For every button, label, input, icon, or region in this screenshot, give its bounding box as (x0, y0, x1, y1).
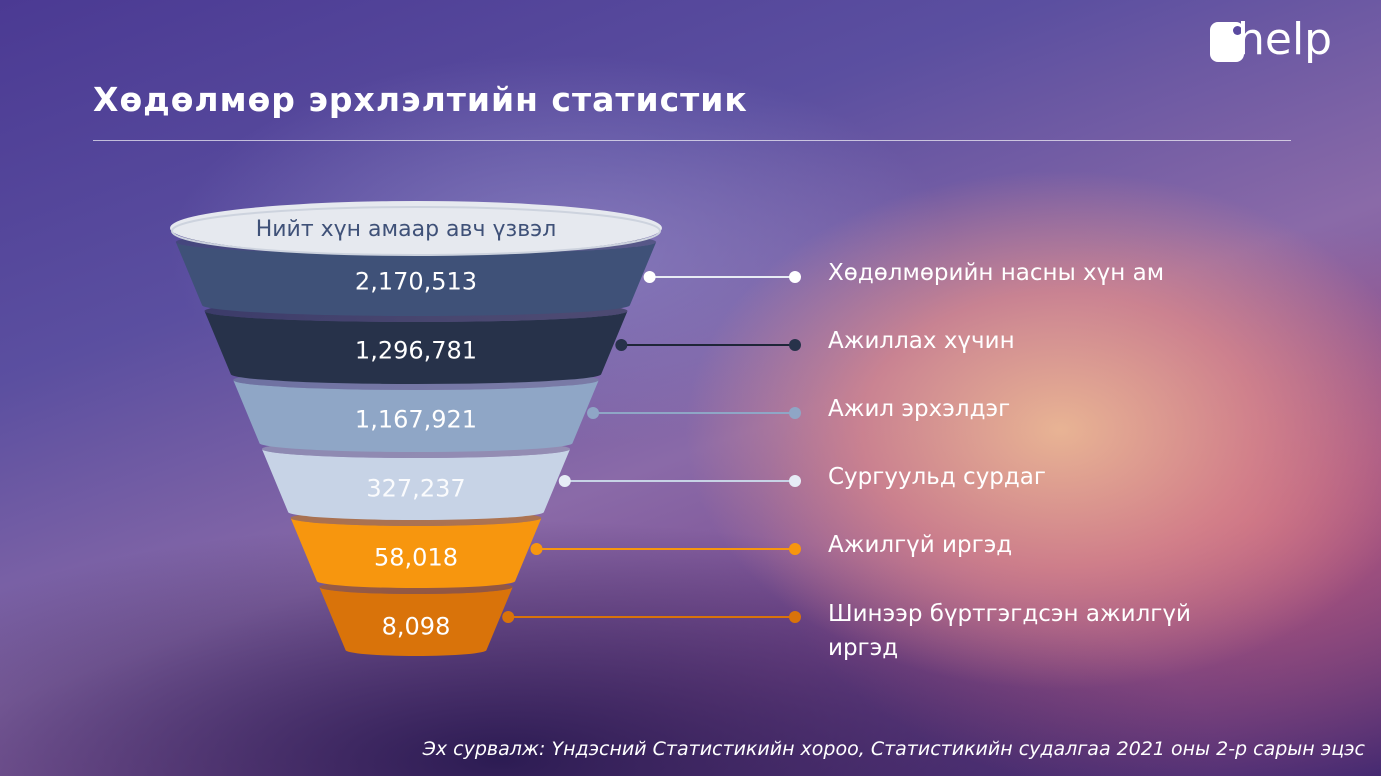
funnel-value-1: 2,170,513 (355, 268, 477, 296)
connector-dot-end-2 (789, 339, 801, 351)
funnel-top-label: Нийт хүн амаар авч үзвэл (256, 217, 557, 242)
category-label-6: Шинээр бүртгэгдсэн ажилгүй иргэд (828, 601, 1191, 661)
connector-dot-end-6 (789, 611, 801, 623)
connector-dot-end-3 (789, 407, 801, 419)
funnel-value-6: 8,098 (382, 613, 451, 641)
funnel-top-cap (170, 201, 662, 255)
category-label-3: Ажил эрхэлдэг (828, 396, 1011, 422)
category-label-2: Ажиллах хүчин (828, 328, 1015, 354)
funnel-value-3: 1,167,921 (355, 406, 477, 434)
funnel-top-cap-rim (171, 206, 661, 256)
ihelp-logo[interactable]: help (1210, 14, 1360, 76)
funnel-segment-6 (319, 587, 513, 656)
connector-dot-start-5 (530, 543, 543, 555)
connector-dot-start-1 (643, 271, 656, 283)
page-title: Хөдөлмөр эрхлэлтийн статистик (93, 80, 748, 119)
funnel-value-2: 1,296,781 (355, 337, 477, 365)
category-label-4: Сургуульд сурдаг (828, 464, 1046, 490)
funnel-value-4: 327,237 (366, 475, 465, 503)
connector-dot-end-4 (789, 475, 801, 487)
category-label-5: Ажилгүй иргэд (828, 532, 1013, 558)
source-note: Эх сурвалж: Үндэсний Статистикийн хороо,… (422, 738, 1365, 760)
funnel-segment-5 (290, 518, 542, 588)
category-label-1: Хөдөлмөрийн насны хүн ам (828, 260, 1165, 286)
title-divider (93, 140, 1291, 141)
connector-dot-end-5 (789, 543, 801, 555)
funnel-value-5: 58,018 (374, 544, 458, 572)
logo-i-icon (1210, 22, 1244, 62)
logo-text: help (1237, 14, 1333, 65)
connector-dot-start-6 (502, 611, 515, 623)
funnel-segment-3 (233, 380, 599, 452)
funnel-segment-2 (204, 311, 628, 384)
connector-dot-start-3 (587, 407, 600, 419)
funnel-segment-1 (175, 242, 657, 316)
connector-dot-start-4 (558, 475, 571, 487)
connector-dot-end-1 (789, 271, 801, 283)
funnel-segment-4 (261, 449, 571, 520)
connector-dot-start-2 (615, 339, 628, 351)
